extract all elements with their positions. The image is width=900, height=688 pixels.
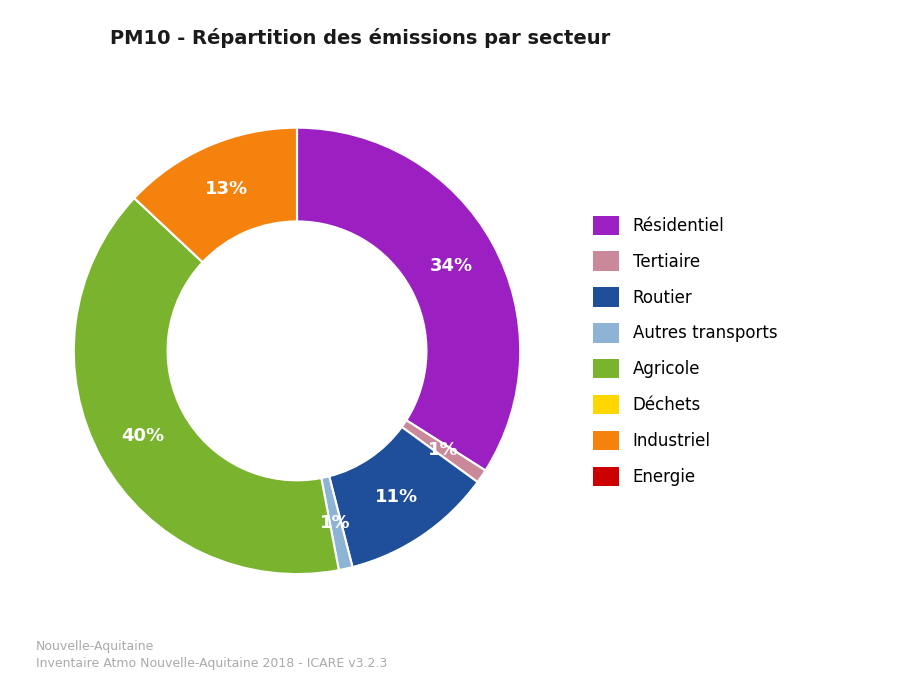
Wedge shape bbox=[74, 198, 338, 574]
Wedge shape bbox=[297, 128, 520, 471]
Wedge shape bbox=[401, 420, 485, 482]
Wedge shape bbox=[134, 198, 202, 262]
Wedge shape bbox=[329, 427, 478, 567]
Wedge shape bbox=[134, 128, 297, 262]
Text: 11%: 11% bbox=[374, 488, 418, 506]
Text: 13%: 13% bbox=[205, 180, 248, 198]
Text: Inventaire Atmo Nouvelle-Aquitaine 2018 - ICARE v3.2.3: Inventaire Atmo Nouvelle-Aquitaine 2018 … bbox=[36, 657, 387, 670]
Text: 1%: 1% bbox=[320, 514, 351, 532]
Text: 1%: 1% bbox=[428, 441, 458, 459]
Text: 40%: 40% bbox=[121, 427, 164, 445]
Legend: Résidentiel, Tertiaire, Routier, Autres transports, Agricole, Déchets, Industrie: Résidentiel, Tertiaire, Routier, Autres … bbox=[584, 207, 786, 495]
Text: 34%: 34% bbox=[430, 257, 473, 275]
Text: Nouvelle-Aquitaine: Nouvelle-Aquitaine bbox=[36, 640, 155, 653]
Wedge shape bbox=[321, 476, 353, 570]
Text: PM10 - Répartition des émissions par secteur: PM10 - Répartition des émissions par sec… bbox=[110, 28, 610, 47]
